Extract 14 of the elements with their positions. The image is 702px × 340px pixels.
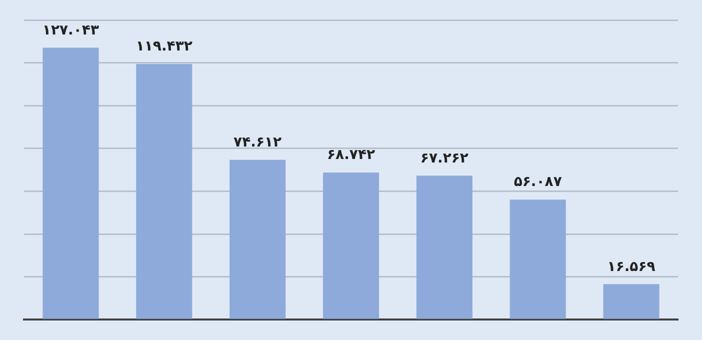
bar bbox=[510, 200, 566, 319]
data-label: ۱۲۷.۰۴۳ bbox=[42, 22, 100, 38]
data-label: ۶۷.۲۶۲ bbox=[420, 150, 469, 166]
bar bbox=[322, 172, 380, 319]
data-label: ۵۶.۰۸۷ bbox=[514, 174, 562, 190]
bar bbox=[230, 160, 286, 319]
bar bbox=[603, 284, 660, 319]
data-label: ۱۶.۵۶۹ bbox=[607, 258, 656, 275]
bar bbox=[42, 48, 99, 319]
data-label: ۶۸.۷۴۲ bbox=[326, 147, 376, 164]
data-label: ۷۴.۶۱۲ bbox=[234, 134, 282, 151]
bar bbox=[136, 64, 192, 319]
bar bbox=[416, 176, 472, 319]
data-label: ۱۱۹.۴۳۲ bbox=[136, 38, 193, 55]
